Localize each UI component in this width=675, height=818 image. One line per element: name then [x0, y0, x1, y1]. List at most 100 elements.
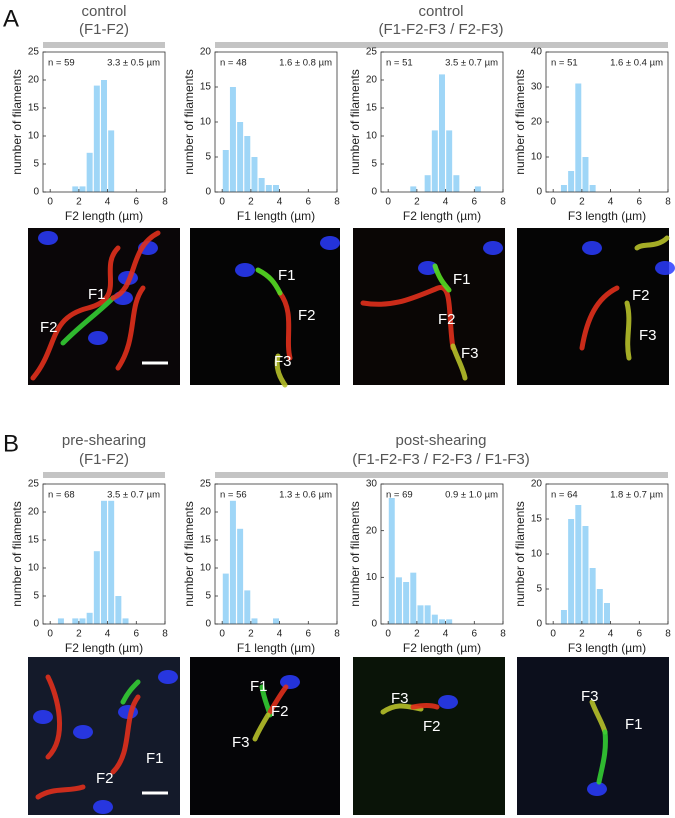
nucleoid-blob [587, 782, 607, 796]
x-tick-label: 4 [105, 629, 111, 640]
group-bar [215, 42, 668, 48]
nucleoid-blob [483, 241, 503, 255]
x-tick-label: 0 [385, 629, 391, 640]
x-tick-label: 0 [550, 629, 556, 640]
micrograph: F1 F2 [28, 657, 180, 815]
bar [229, 87, 236, 192]
plot-frame [380, 483, 504, 625]
filament-label: F1 [250, 678, 268, 695]
filament [35, 784, 86, 800]
y-tick-label: 20 [531, 479, 543, 490]
bar [222, 573, 229, 624]
filament-label: F3 [639, 327, 657, 344]
x-tick-label: 4 [608, 629, 614, 640]
filament-label: F2 [438, 311, 456, 328]
bar [582, 157, 589, 192]
y-tick-label: 10 [531, 549, 543, 560]
group-bar [215, 472, 668, 478]
group-title: post-shearing [396, 432, 487, 449]
y-tick-label: 15 [366, 103, 378, 114]
filament-label: F3 [391, 690, 409, 707]
n-annotation: n = 68 [48, 490, 75, 501]
bar [560, 185, 567, 192]
y-tick-label: 20 [28, 75, 40, 86]
x-tick-label: 6 [306, 629, 312, 640]
bar [265, 185, 272, 192]
bar [86, 612, 93, 624]
bar [424, 605, 431, 624]
filament [274, 353, 288, 388]
bar [474, 186, 481, 192]
filament [624, 300, 632, 361]
group-subtitle: (F1-F2-F3 / F2-F3 / F1-F3) [352, 451, 530, 468]
x-tick-label: 4 [443, 629, 449, 640]
x-axis-label: F3 length (µm) [568, 209, 646, 223]
bar [446, 130, 453, 192]
group-subtitle: (F1-F2) [79, 21, 129, 38]
y-tick-label: 10 [366, 572, 378, 583]
x-tick-label: 6 [637, 197, 643, 208]
bar [237, 528, 244, 624]
filament [277, 290, 293, 361]
y-tick-label: 0 [371, 187, 377, 198]
x-tick-label: 8 [665, 629, 671, 640]
bar [568, 519, 575, 624]
y-tick-label: 20 [200, 507, 212, 518]
filament [120, 679, 141, 705]
filament [115, 285, 146, 371]
y-tick-label: 10 [531, 152, 543, 163]
y-tick-label: 10 [28, 131, 40, 142]
x-tick-label: 2 [579, 629, 585, 640]
filament [60, 295, 116, 346]
bar [93, 551, 100, 624]
plot-frame [380, 51, 504, 193]
bar [244, 136, 251, 192]
group-subtitle: (F1-F2) [79, 451, 129, 468]
x-axis-label: F1 length (µm) [237, 641, 315, 655]
filament-label: F2 [632, 287, 650, 304]
y-tick-label: 0 [33, 187, 39, 198]
x-tick-label: 4 [277, 629, 283, 640]
bar [403, 582, 410, 624]
bar [122, 618, 129, 624]
y-axis-label: number of filaments [513, 501, 527, 606]
bar [431, 614, 438, 624]
x-tick-label: 2 [579, 197, 585, 208]
y-axis-label: number of filaments [10, 69, 24, 174]
x-tick-label: 8 [162, 197, 168, 208]
bar [101, 80, 107, 192]
x-tick-label: 8 [334, 197, 340, 208]
x-tick-label: 6 [134, 197, 140, 208]
nucleoid-blob [438, 695, 458, 709]
y-tick-label: 0 [536, 187, 542, 198]
y-tick-label: 15 [200, 535, 212, 546]
filament-label: F3 [461, 345, 479, 362]
filament-label: F2 [40, 319, 58, 336]
x-tick-label: 8 [334, 629, 340, 640]
panel-label: A [3, 5, 19, 32]
y-tick-label: 0 [371, 619, 377, 630]
nucleoid-blob [33, 710, 53, 724]
nucleoid-blob [235, 263, 255, 277]
plot-frame [42, 483, 166, 625]
bar [596, 589, 603, 624]
plot-frame [545, 51, 669, 193]
x-axis-label: F2 length (µm) [403, 209, 481, 223]
bar [417, 605, 424, 624]
y-tick-label: 15 [531, 514, 543, 525]
y-tick-label: 25 [200, 479, 212, 490]
filament [267, 684, 289, 715]
group-subtitle: (F1-F2-F3 / F2-F3) [378, 21, 503, 38]
y-tick-label: 0 [33, 619, 39, 630]
bar [410, 186, 417, 192]
bar [431, 130, 438, 192]
n-annotation: n = 48 [220, 58, 247, 69]
filament [252, 712, 271, 742]
y-tick-label: 5 [33, 159, 39, 170]
x-tick-label: 4 [105, 197, 111, 208]
stat-annotation: 1.3 ± 0.6 µm [279, 490, 332, 501]
y-tick-label: 30 [531, 82, 543, 93]
bar [72, 186, 79, 192]
x-tick-label: 2 [76, 629, 82, 640]
